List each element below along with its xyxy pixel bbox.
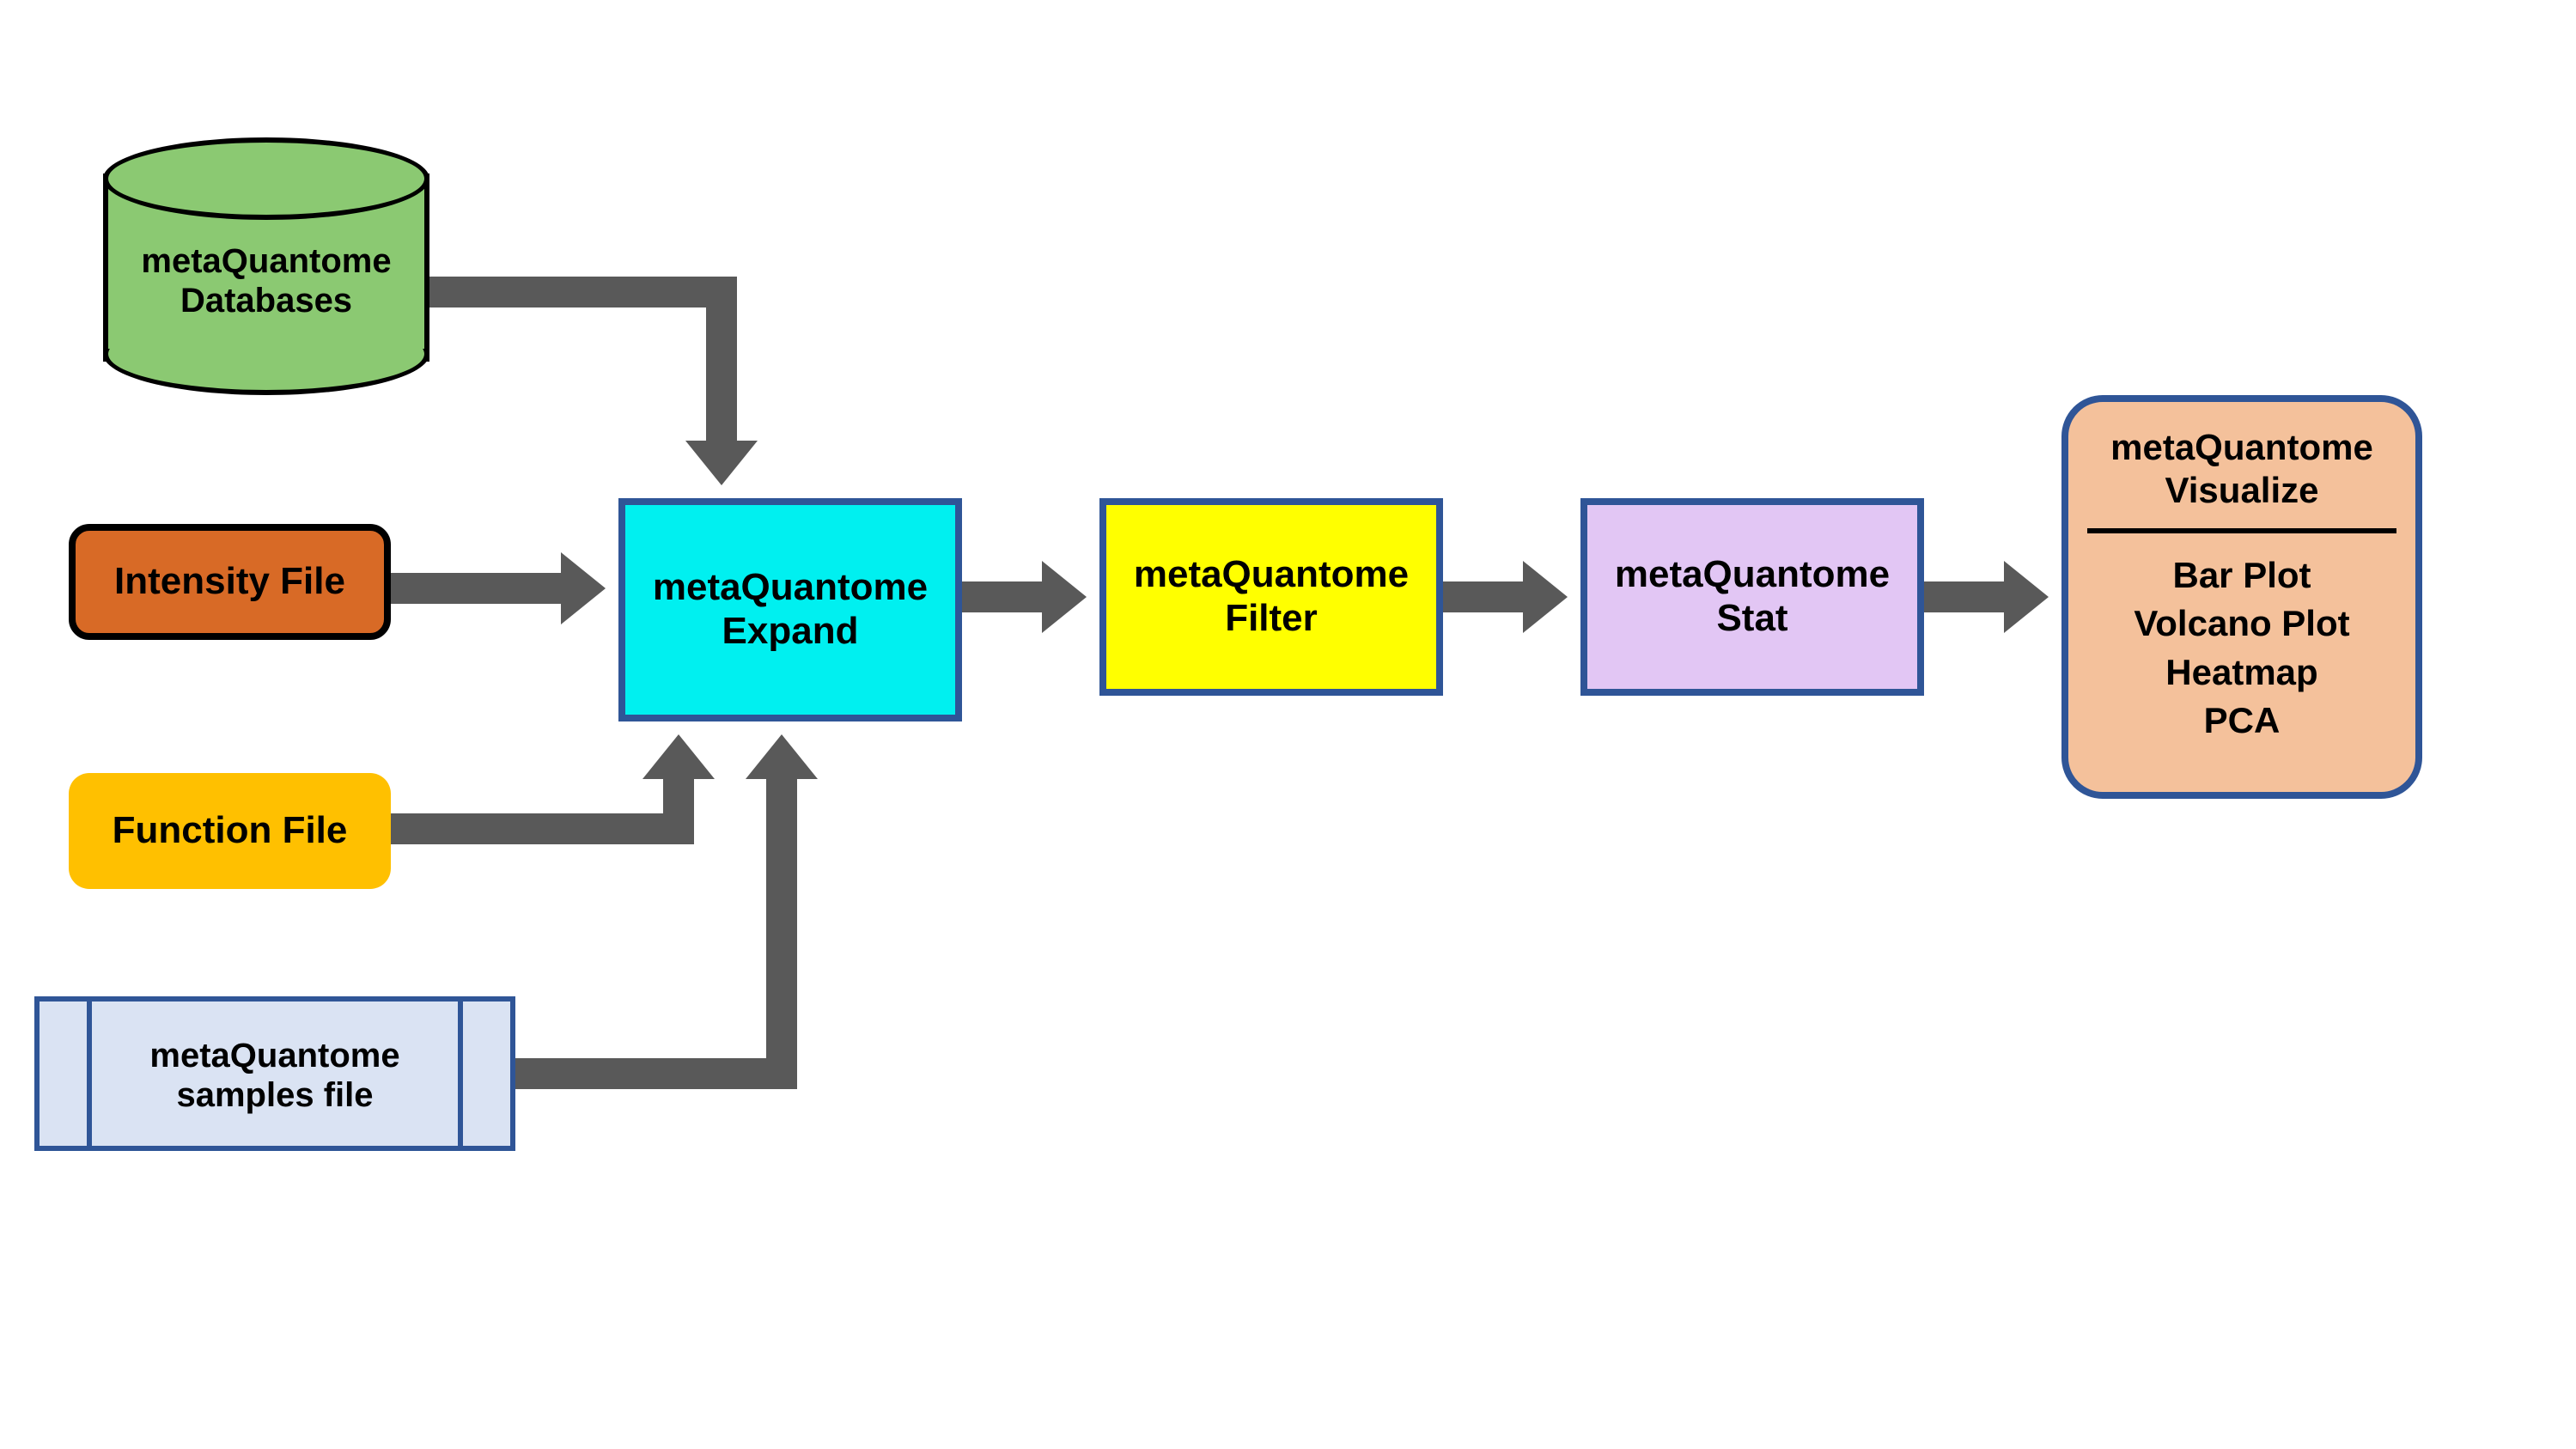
visualize-title-line2: Visualize (2165, 470, 2319, 510)
function-file-box: Function File (69, 773, 391, 889)
visualize-box: metaQuantome Visualize Bar Plot Volcano P… (2061, 395, 2422, 799)
filter-box: metaQuantome Filter (1099, 498, 1443, 696)
visualize-title: metaQuantome Visualize (2068, 402, 2415, 528)
cylinder-top (103, 137, 429, 220)
databases-cylinder: metaQuantome Databases (103, 137, 429, 395)
visualize-item: PCA (2077, 699, 2407, 742)
databases-label-line2: Databases (180, 282, 352, 320)
visualize-title-line1: metaQuantome (2110, 427, 2373, 467)
samples-file-label-line1: metaQuantome (149, 1037, 399, 1075)
expand-label-line2: Expand (722, 610, 859, 654)
intensity-file-label: Intensity File (114, 560, 345, 604)
samples-file-box: metaQuantome samples file (34, 996, 515, 1151)
stat-label-line1: metaQuantome (1615, 553, 1890, 597)
visualize-item: Bar Plot (2077, 554, 2407, 597)
databases-label: metaQuantome Databases (103, 241, 429, 320)
expand-label-line1: metaQuantome (653, 566, 928, 610)
function-file-label: Function File (113, 809, 348, 853)
visualize-item: Heatmap (2077, 651, 2407, 694)
samples-file-label: metaQuantome samples file (40, 1036, 510, 1115)
stat-box: metaQuantome Stat (1580, 498, 1924, 696)
visualize-items: Bar Plot Volcano Plot Heatmap PCA (2068, 533, 2415, 764)
visualize-item: Volcano Plot (2077, 602, 2407, 645)
samples-file-label-line2: samples file (176, 1076, 373, 1114)
expand-box: metaQuantome Expand (618, 498, 962, 721)
filter-label-line2: Filter (1225, 597, 1318, 641)
stat-label-line2: Stat (1716, 597, 1787, 641)
intensity-file-box: Intensity File (69, 524, 391, 640)
databases-label-line1: metaQuantome (141, 242, 391, 280)
filter-label-line1: metaQuantome (1134, 553, 1409, 597)
